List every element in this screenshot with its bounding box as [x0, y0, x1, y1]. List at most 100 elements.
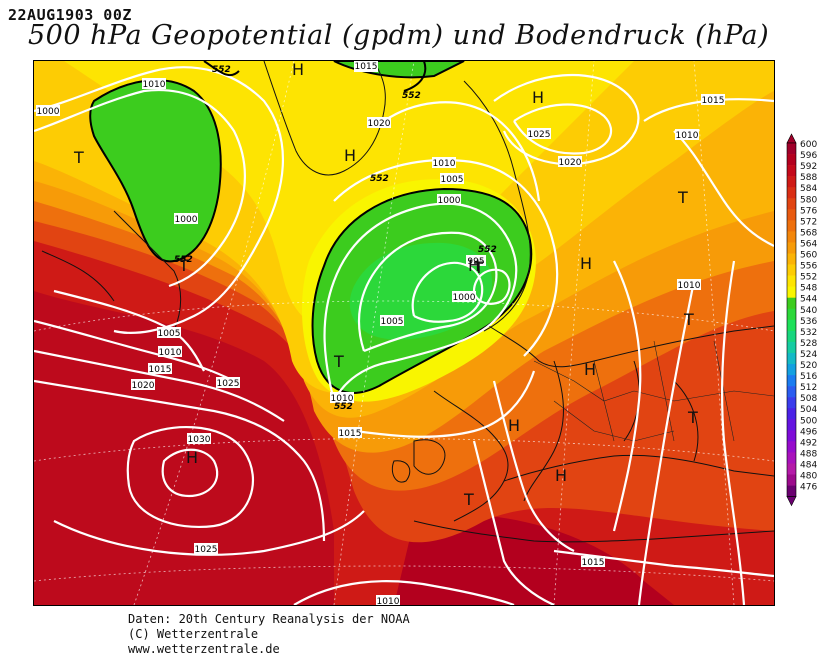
height-label: 552 [334, 402, 353, 412]
legend-level-label: 580 [800, 195, 817, 205]
legend-level-label: 524 [800, 350, 817, 360]
pressure-label: 1015 [338, 427, 362, 439]
svg-text:1005: 1005 [158, 329, 181, 339]
legend-swatch [787, 143, 796, 155]
pressure-label: 1005 [157, 327, 181, 339]
height-label: 552 [370, 174, 389, 184]
legend-level-label: 588 [800, 173, 817, 183]
legend-swatch [787, 397, 796, 409]
svg-text:1010: 1010 [678, 281, 701, 291]
contour-552 [203, 61, 427, 92]
svg-text:1015: 1015 [702, 96, 725, 106]
legend-swatch [787, 264, 796, 276]
pressure-label: 1025 [194, 543, 218, 555]
svg-text:1020: 1020 [559, 158, 582, 168]
legend-level-label: 560 [800, 251, 817, 261]
pressure-centers: H H H H H H H H H T T T T T T T T [73, 61, 698, 509]
high-center: H [186, 448, 198, 467]
pressure-label: 1005 [380, 315, 404, 327]
legend-swatch [787, 176, 796, 188]
legend-swatch [787, 364, 796, 376]
svg-text:1025: 1025 [528, 130, 551, 140]
legend-swatch [787, 463, 796, 475]
svg-text:1030: 1030 [188, 435, 211, 445]
legend-level-label: 568 [800, 228, 817, 238]
legend-level-label: 520 [800, 361, 817, 371]
svg-text:1025: 1025 [195, 545, 218, 555]
low-center: T [463, 490, 474, 509]
legend-level-label: 504 [800, 405, 817, 415]
legend-level-label: 556 [800, 262, 817, 272]
pressure-label: 1010 [677, 279, 701, 291]
legend-swatch [787, 308, 796, 321]
high-center: H [292, 61, 304, 79]
pressure-label: 1010 [376, 595, 400, 605]
high-center: H [344, 146, 356, 165]
svg-text:995: 995 [467, 257, 484, 267]
field-592 [34, 291, 334, 605]
svg-text:1015: 1015 [149, 365, 172, 375]
pressure-label: 1010 [675, 129, 699, 141]
pressure-label: 1000 [174, 213, 198, 225]
svg-text:1000: 1000 [438, 196, 461, 206]
legend-level-label: 532 [800, 328, 817, 338]
legend-swatch [787, 419, 796, 431]
pressure-label: 1025 [527, 128, 551, 140]
pressure-label: 1005 [440, 173, 464, 185]
legend-swatch [787, 209, 796, 221]
pressure-label: 1015 [701, 94, 725, 106]
pressure-label: 1000 [437, 194, 461, 206]
legend-level-label: 480 [800, 472, 817, 482]
low-center: T [473, 258, 484, 277]
high-center: H [584, 360, 596, 379]
high-center: H [555, 466, 567, 485]
svg-text:1010: 1010 [143, 80, 166, 90]
legend-swatch [787, 231, 796, 243]
legend-level-label: 528 [800, 339, 817, 349]
svg-text:1025: 1025 [217, 379, 240, 389]
datestamp: 22AUG1903 00Z [8, 6, 132, 24]
legend-level-label: 592 [800, 162, 817, 172]
legend-level-label: 516 [800, 372, 817, 382]
pressure-label: 995 [466, 255, 486, 267]
legend-level-label: 584 [800, 184, 817, 194]
legend-swatch [787, 452, 796, 464]
svg-text:1000: 1000 [175, 215, 198, 225]
pressure-label: 1020 [558, 156, 582, 168]
legend-level-label: 540 [800, 306, 817, 316]
legend-level-label: 536 [800, 317, 817, 327]
height-label: 552 [478, 245, 497, 255]
pressure-labels: 1010 1015 1000 1020 1025 1015 1010 1020 … [36, 61, 725, 605]
svg-text:1015: 1015 [339, 429, 362, 439]
legend-level-label: 548 [800, 284, 817, 294]
height-label: 552 [174, 255, 193, 265]
weather-map: 1010 1015 1000 1020 1025 1015 1010 1020 … [33, 60, 775, 606]
pressure-label: 1020 [131, 379, 155, 391]
svg-text:1020: 1020 [368, 119, 391, 129]
legend-swatch [787, 375, 796, 387]
pressure-label: 1015 [581, 556, 605, 568]
legend-swatch [787, 441, 796, 453]
height-labels: 552 552 552 552 552 552 [174, 65, 497, 412]
legend-level-label: 508 [800, 394, 817, 404]
svg-text:1010: 1010 [377, 597, 400, 605]
field-596 [394, 514, 674, 605]
credits: Daten: 20th Century Reanalysis der NOAA … [128, 612, 410, 657]
legend-level-label: 600 [800, 140, 817, 150]
legend-swatch [787, 474, 796, 486]
legend-swatch [787, 154, 796, 166]
pressure-label: 1015 [354, 61, 378, 72]
legend-swatch [787, 242, 796, 254]
pressure-label: 1025 [216, 377, 240, 389]
legend-swatch [787, 330, 796, 343]
credit-website: www.wetterzentrale.de [128, 642, 280, 656]
low-center: T [333, 352, 344, 371]
legend-level-label: 496 [800, 427, 817, 437]
legend-level-label: 576 [800, 206, 817, 216]
svg-text:1010: 1010 [331, 394, 354, 404]
pressure-label: 1030 [187, 433, 211, 445]
legend-level-label: 484 [800, 460, 817, 470]
legend-arrow-bottom [786, 496, 797, 507]
color-legend: 600 596 592 588 584 580 576 572 568 564 560 556 552 5… [785, 133, 833, 528]
high-center: H [532, 88, 544, 107]
